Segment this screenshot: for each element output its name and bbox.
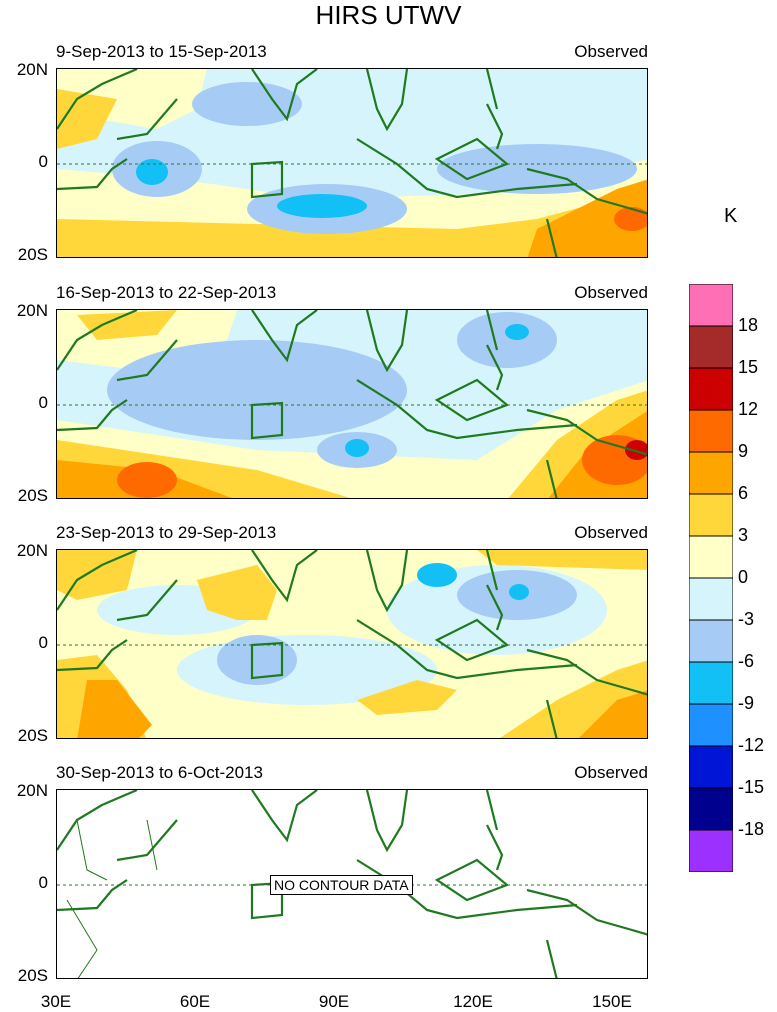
map-panel-2: 16-Sep-2013 to 22-Sep-2013 Observed bbox=[56, 283, 648, 499]
colorbar-label: -15 bbox=[738, 777, 765, 797]
lat-label-20s: 20S bbox=[17, 726, 48, 745]
colorbar bbox=[689, 284, 733, 872]
colorbar-swatch bbox=[689, 367, 733, 411]
no-contour-data-label: NO CONTOUR DATA bbox=[270, 875, 413, 895]
colorbar-swatch bbox=[689, 409, 733, 453]
panel-status: Observed bbox=[574, 283, 648, 302]
colorbar-label: -18 bbox=[738, 819, 765, 839]
colorbar-label: 12 bbox=[738, 399, 759, 419]
colorbar-unit: K bbox=[724, 205, 738, 227]
map-panel-3: 23-Sep-2013 to 29-Sep-2013 Observed bbox=[56, 523, 648, 739]
colorbar-label: 6 bbox=[738, 483, 749, 503]
colorbar-label: 15 bbox=[738, 357, 759, 377]
lat-label-0: 0 bbox=[38, 633, 48, 652]
panel-status: Observed bbox=[574, 42, 648, 61]
figure-title: HIRS UTWV bbox=[315, 0, 462, 30]
colorbar-swatch bbox=[689, 577, 733, 621]
colorbar-label: -3 bbox=[738, 609, 755, 629]
colorbar-swatch bbox=[689, 325, 733, 369]
lon-label-120e: 120E bbox=[453, 992, 493, 1011]
panel-status: Observed bbox=[574, 763, 648, 782]
colorbar-label: -6 bbox=[738, 651, 755, 671]
panel-date-range: 30-Sep-2013 to 6-Oct-2013 bbox=[56, 763, 263, 782]
lat-label-20n: 20N bbox=[16, 781, 48, 800]
colorbar-swatch bbox=[689, 703, 733, 747]
lon-label-90e: 90E bbox=[318, 992, 350, 1011]
panel-date-range: 23-Sep-2013 to 29-Sep-2013 bbox=[56, 523, 277, 542]
lat-label-20s: 20S bbox=[17, 245, 48, 264]
lat-label-0: 0 bbox=[38, 152, 48, 171]
panel-date-range: 9-Sep-2013 to 15-Sep-2013 bbox=[56, 42, 267, 61]
colorbar-label: 0 bbox=[738, 567, 749, 587]
lat-label-0: 0 bbox=[38, 393, 48, 412]
anomaly-map bbox=[56, 68, 648, 258]
colorbar-swatch bbox=[689, 451, 733, 495]
colorbar-swatch bbox=[689, 661, 733, 705]
colorbar-label: -12 bbox=[738, 735, 765, 755]
lat-label-20s: 20S bbox=[17, 966, 48, 985]
colorbar-label: 3 bbox=[738, 525, 749, 545]
lat-label-20n: 20N bbox=[16, 541, 48, 560]
colorbar-swatch bbox=[689, 284, 733, 327]
anomaly-map bbox=[56, 309, 648, 499]
colorbar-swatch bbox=[689, 535, 733, 579]
colorbar-swatch bbox=[689, 829, 733, 872]
colorbar-swatch bbox=[689, 745, 733, 789]
lon-label-150e: 150E bbox=[592, 992, 632, 1011]
colorbar-swatch bbox=[689, 619, 733, 663]
colorbar-label: -9 bbox=[738, 693, 755, 713]
panel-status: Observed bbox=[574, 523, 648, 542]
lat-label-20s: 20S bbox=[17, 486, 48, 505]
lat-label-0: 0 bbox=[38, 873, 48, 892]
colorbar-label: 9 bbox=[738, 441, 749, 461]
map-panel-1: 9-Sep-2013 to 15-Sep-2013 Observed bbox=[56, 42, 648, 258]
lat-label-20n: 20N bbox=[16, 60, 48, 79]
colorbar-swatch bbox=[689, 493, 733, 537]
lon-label-60e: 60E bbox=[179, 992, 211, 1011]
colorbar-swatch bbox=[689, 787, 733, 831]
lat-label-20n: 20N bbox=[16, 301, 48, 320]
lon-label-30e: 30E bbox=[40, 992, 72, 1011]
anomaly-map bbox=[56, 549, 648, 739]
panel-date-range: 16-Sep-2013 to 22-Sep-2013 bbox=[56, 283, 277, 302]
colorbar-label: 18 bbox=[738, 315, 759, 335]
